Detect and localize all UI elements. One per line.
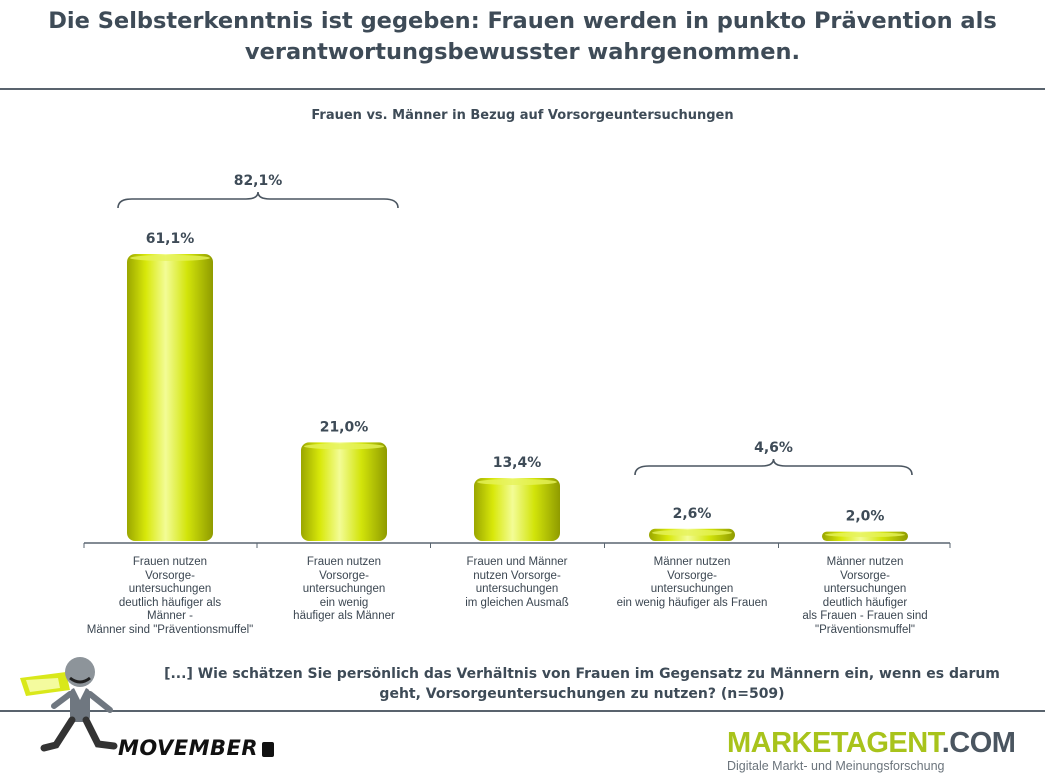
category-label: Männer nutzen Vorsorge- untersuchungen e… bbox=[616, 556, 768, 609]
page-title-line-2: verantwortungsbewusster wahrgenommen. bbox=[244, 39, 801, 65]
bar bbox=[127, 254, 213, 541]
bar-top-highlight bbox=[825, 532, 905, 538]
movember-mascot-icon bbox=[20, 657, 118, 752]
page-title: Die Selbsterkenntnis ist gegeben: Frauen… bbox=[0, 6, 1045, 68]
bar-value-label: 21,0% bbox=[320, 419, 369, 435]
category-label: Frauen nutzen Vorsorge- untersuchungen d… bbox=[86, 556, 254, 636]
group-total-label: 4,6% bbox=[754, 440, 793, 456]
bar-top-highlight bbox=[130, 255, 210, 261]
marketagent-tagline: Digitale Markt- und Meinungsforschung bbox=[727, 759, 945, 773]
movember-badge-icon bbox=[262, 741, 275, 757]
survey-question-line-2: geht, Vorsorgeuntersuchungen zu nutzen? … bbox=[379, 686, 785, 702]
marketagent-logo-suffix: .COM bbox=[941, 727, 1016, 759]
group-total-label: 82,1% bbox=[234, 173, 283, 189]
category-label: Frauen und Männer nutzen Vorsorge- unter… bbox=[465, 556, 569, 609]
bar-value-label: 61,1% bbox=[146, 231, 195, 247]
movember-logo: MOVEMBER bbox=[118, 736, 275, 760]
bar-value-label: 2,6% bbox=[673, 506, 712, 522]
movember-logo-text: MOVEMBER bbox=[118, 736, 259, 760]
category-label: Frauen nutzen Vorsorge- untersuchungen e… bbox=[293, 556, 395, 622]
footer-divider bbox=[0, 710, 1045, 712]
bar bbox=[474, 478, 560, 541]
bar-value-label: 13,4% bbox=[493, 455, 542, 471]
marketagent-logo: MARKETAGENT.COM bbox=[727, 727, 1016, 759]
header-divider bbox=[0, 88, 1045, 90]
bar-top-highlight bbox=[477, 479, 557, 486]
group-brace bbox=[634, 458, 913, 476]
bar-value-label: 2,0% bbox=[846, 509, 885, 525]
chart-title: Frauen vs. Männer in Bezug auf Vorsorgeu… bbox=[311, 108, 734, 123]
bar-top-highlight bbox=[652, 529, 732, 536]
survey-question-line-1: [...] Wie schätzen Sie persönlich das Ve… bbox=[164, 666, 1000, 682]
marketagent-logo-name: MARKETAGENT bbox=[727, 727, 942, 759]
page-title-line-1: Die Selbsterkenntnis ist gegeben: Frauen… bbox=[48, 8, 997, 34]
group-brace bbox=[117, 191, 399, 209]
bar bbox=[301, 442, 387, 541]
survey-question: [...] Wie schätzen Sie persönlich das Ve… bbox=[132, 664, 1032, 704]
bar-top-highlight bbox=[304, 443, 384, 450]
category-label: Männer nutzen Vorsorge- untersuchungen d… bbox=[802, 556, 928, 636]
